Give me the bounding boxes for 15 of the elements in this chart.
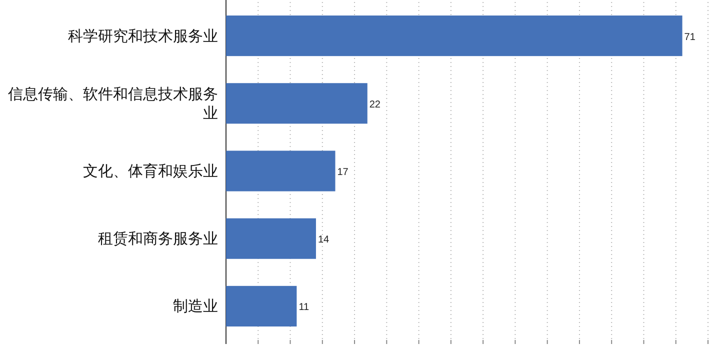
bar: [226, 286, 297, 326]
data-label: 11: [298, 302, 310, 314]
bar: [226, 150, 336, 192]
y-tick-label: 租赁和商务服务业: [98, 230, 218, 248]
bar: [226, 83, 368, 124]
data-label: 22: [369, 99, 381, 110]
y-tick-label: 信息传输、软件和信息技术服务业: [8, 86, 218, 122]
y-tick-label: 制造业: [173, 298, 218, 316]
bar: [226, 218, 316, 259]
y-tick-label: 文化、体育和娱乐业: [83, 163, 218, 180]
y-tick-label: 科学研究和技术服务业: [68, 28, 218, 45]
data-label: 14: [318, 234, 330, 246]
bar: [226, 16, 682, 56]
data-label: 17: [337, 167, 349, 178]
data-label: 71: [684, 32, 696, 43]
